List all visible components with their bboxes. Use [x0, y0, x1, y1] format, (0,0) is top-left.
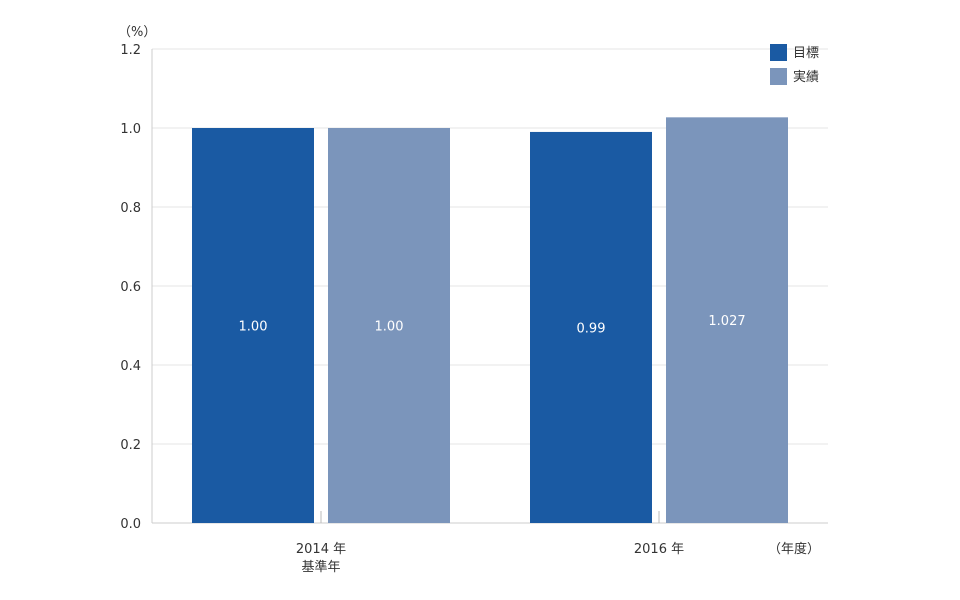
bar-value-label: 1.00 [239, 320, 268, 335]
bar [666, 117, 788, 524]
bar [328, 128, 450, 523]
legend-label: 実績 [793, 69, 819, 85]
y-tick-label: 0.6 [120, 280, 141, 295]
x-category-label: 2016 年 [634, 542, 684, 557]
y-tick-label: 0.4 [120, 359, 141, 374]
y-tick-label: 1.0 [120, 122, 141, 137]
legend-label: 目標 [793, 46, 819, 61]
bars: 1.00 1.00 0.99 1.027 [192, 117, 788, 524]
y-tick-label: 1.2 [120, 43, 141, 58]
legend-swatch [770, 68, 787, 85]
bar-value-label: 1.027 [708, 314, 745, 329]
bar [530, 131, 652, 523]
y-tick-label: 0.8 [120, 201, 141, 216]
x-category-sublabel: 基準年 [301, 559, 340, 575]
bar [192, 128, 314, 523]
y-tick-label: 0.2 [120, 438, 141, 453]
x-category-label: 2014 年 [296, 542, 346, 557]
legend-swatch [770, 44, 787, 61]
y-axis-unit: （%） [118, 25, 156, 40]
y-axis-ticks: 0.0 0.2 0.4 0.6 0.8 1.0 1.2 [120, 43, 141, 532]
bar-value-label: 0.99 [577, 321, 606, 336]
x-axis-unit: （年度） [768, 541, 820, 557]
bar-value-label: 1.00 [375, 320, 404, 335]
y-tick-label: 0.0 [120, 517, 141, 532]
